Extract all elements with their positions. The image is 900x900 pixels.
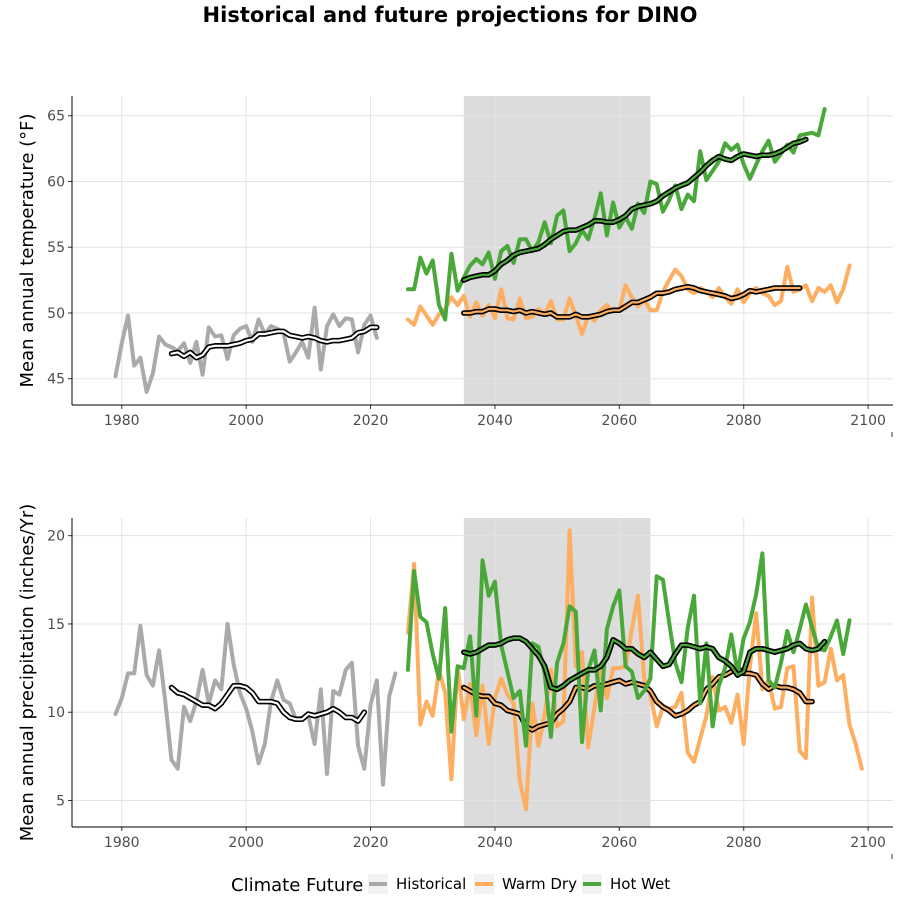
x-tick-label: 2100 [850, 413, 886, 429]
legend-label: Historical [396, 875, 466, 893]
chart-title: Historical and future projections for DI… [203, 3, 698, 27]
series-line-mean [462, 285, 801, 318]
x-tick-label: 1980 [104, 835, 140, 851]
y-tick-label: 15 [47, 617, 65, 633]
legend-title: Climate Future [231, 875, 363, 896]
series-line [113, 305, 379, 394]
chart-panels: 1980 2000 2020 2040 2060 2080 2100 45 50 55 60 65 Me… [17, 96, 893, 859]
y-tick-label: 50 [47, 306, 65, 322]
y-axis-label: Mean annual temperature (°F) [17, 113, 38, 387]
shaded-period [463, 96, 651, 405]
series-line [405, 107, 827, 322]
y-tick-label: 65 [47, 109, 65, 125]
series-line-mean [462, 636, 826, 691]
y-tick-label: 5 [56, 794, 65, 810]
y-tick-label: 10 [47, 705, 65, 721]
x-tick-label: 2020 [353, 835, 389, 851]
series-line-mean [170, 684, 366, 723]
x-tick-label: 2000 [228, 413, 264, 429]
x-tick-label: 2000 [228, 835, 264, 851]
x-tick-label: 2040 [477, 413, 513, 429]
y-tick-label: 60 [47, 174, 65, 190]
x-tick-label: 1980 [104, 413, 140, 429]
panel-2: 1980 2000 2020 2040 2060 2080 2100 5 10 15 20 Mean … [17, 504, 893, 859]
series-line-mean [462, 138, 808, 282]
x-tick-label: 2060 [602, 413, 638, 429]
series-line [113, 621, 398, 787]
series-line [405, 551, 852, 748]
legend-label: Warm Dry [502, 875, 577, 893]
legend-label: Hot Wet [610, 875, 670, 893]
x-tick-label: 2080 [726, 835, 762, 851]
x-tick-label: 2060 [602, 835, 638, 851]
series-line-mean [170, 326, 378, 359]
y-axis-label: Mean annual precipitation (inches/Yr) [17, 504, 38, 842]
x-tick-label: 2080 [726, 413, 762, 429]
y-tick-label: 45 [47, 372, 65, 388]
y-tick-label: 55 [47, 240, 65, 256]
x-tick-label: 2020 [353, 413, 389, 429]
x-tick-label: 2100 [850, 835, 886, 851]
y-tick-label: 20 [47, 529, 65, 545]
x-tick-label: 2040 [477, 835, 513, 851]
panel-1: 1980 2000 2020 2040 2060 2080 2100 45 50 55 60 65 Me… [17, 96, 893, 437]
legend: Climate Future Historical Warm Dry Hot Wet [231, 874, 670, 896]
